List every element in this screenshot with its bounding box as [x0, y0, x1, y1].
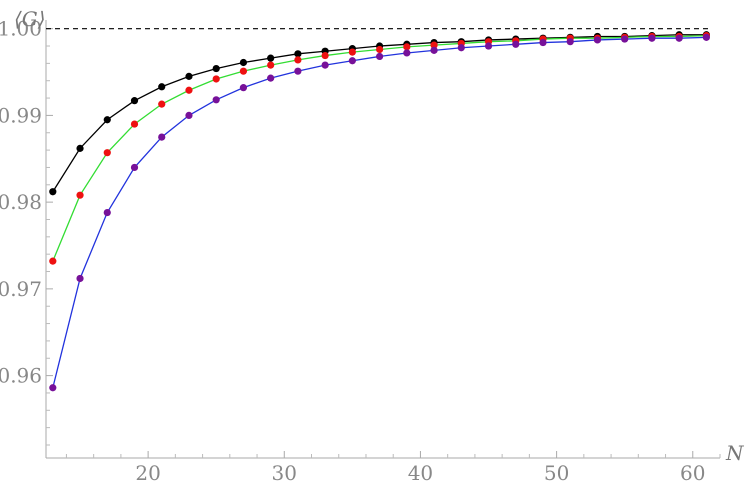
x-tick-label: 30	[272, 461, 297, 483]
series-3-point	[648, 34, 656, 42]
y-tick-label: 1.00	[0, 17, 42, 41]
series-2-point	[158, 100, 166, 108]
series-1-point	[267, 54, 275, 62]
series-3-point	[130, 163, 139, 172]
y-axis-label: ⟨G⟩	[14, 7, 46, 31]
y-tick-label: 0.99	[0, 103, 42, 127]
series-1-point	[294, 50, 302, 58]
series-2-point	[375, 45, 384, 54]
series-3-point	[675, 34, 683, 42]
series-group	[49, 31, 710, 392]
series-3-point	[294, 67, 302, 75]
series-2-point	[239, 67, 248, 75]
series-1-point	[49, 188, 57, 196]
series-3-point	[430, 46, 438, 54]
series-2-point	[403, 43, 411, 51]
series-3-point	[348, 57, 356, 65]
series-3-point	[593, 36, 602, 44]
series-2-point	[267, 61, 275, 69]
series-3-point	[512, 40, 520, 48]
series-3-point	[49, 384, 57, 392]
series-2-point	[49, 257, 57, 265]
x-tick-label: 50	[544, 461, 569, 483]
series-3-point	[457, 44, 465, 52]
series-2-point	[76, 191, 84, 199]
series-3-point	[185, 111, 193, 120]
series-1-point	[76, 144, 84, 152]
y-tick-label: 0.96	[0, 364, 42, 388]
series-line-3	[52, 36, 707, 388]
series-3-point	[76, 274, 84, 283]
series-1-point	[103, 116, 111, 124]
series-3-point	[103, 208, 111, 217]
series-1-point	[185, 72, 193, 80]
series-2-point	[185, 86, 193, 94]
axes	[45, 20, 720, 459]
series-3-point	[702, 33, 710, 41]
y-tick-label: 0.97	[0, 277, 42, 301]
series-3-point	[621, 35, 629, 43]
series-1-point	[212, 64, 220, 73]
series-1-point	[239, 58, 248, 67]
series-2-point	[294, 56, 302, 64]
series-3-point	[484, 42, 493, 50]
series-3-point	[539, 38, 547, 47]
x-tick-label: 20	[135, 461, 160, 483]
series-2-point	[348, 48, 356, 56]
series-2-point	[212, 75, 220, 83]
series-3-point	[566, 38, 574, 46]
y-tick-label: 0.98	[0, 190, 42, 214]
x-axis-label: N	[725, 441, 745, 465]
series-3-point	[239, 84, 248, 92]
series-1-point	[130, 97, 139, 105]
series-2-point	[130, 120, 139, 128]
series-3-point	[321, 61, 329, 69]
series-3-point	[158, 133, 166, 141]
x-tick-label: 60	[680, 461, 705, 483]
series-2-point	[430, 41, 438, 49]
ticks: 0.96 0.97 0.98 0.99 1.00 20 30 40 50 60	[0, 17, 721, 483]
series-2-point	[321, 51, 329, 60]
x-tick-label: 40	[408, 461, 433, 483]
series-3-point	[375, 52, 384, 61]
series-2-point	[103, 149, 111, 157]
series-1-point	[158, 83, 166, 91]
series-3-point	[212, 96, 220, 104]
series-3-point	[267, 74, 275, 82]
series-3-point	[403, 49, 411, 57]
